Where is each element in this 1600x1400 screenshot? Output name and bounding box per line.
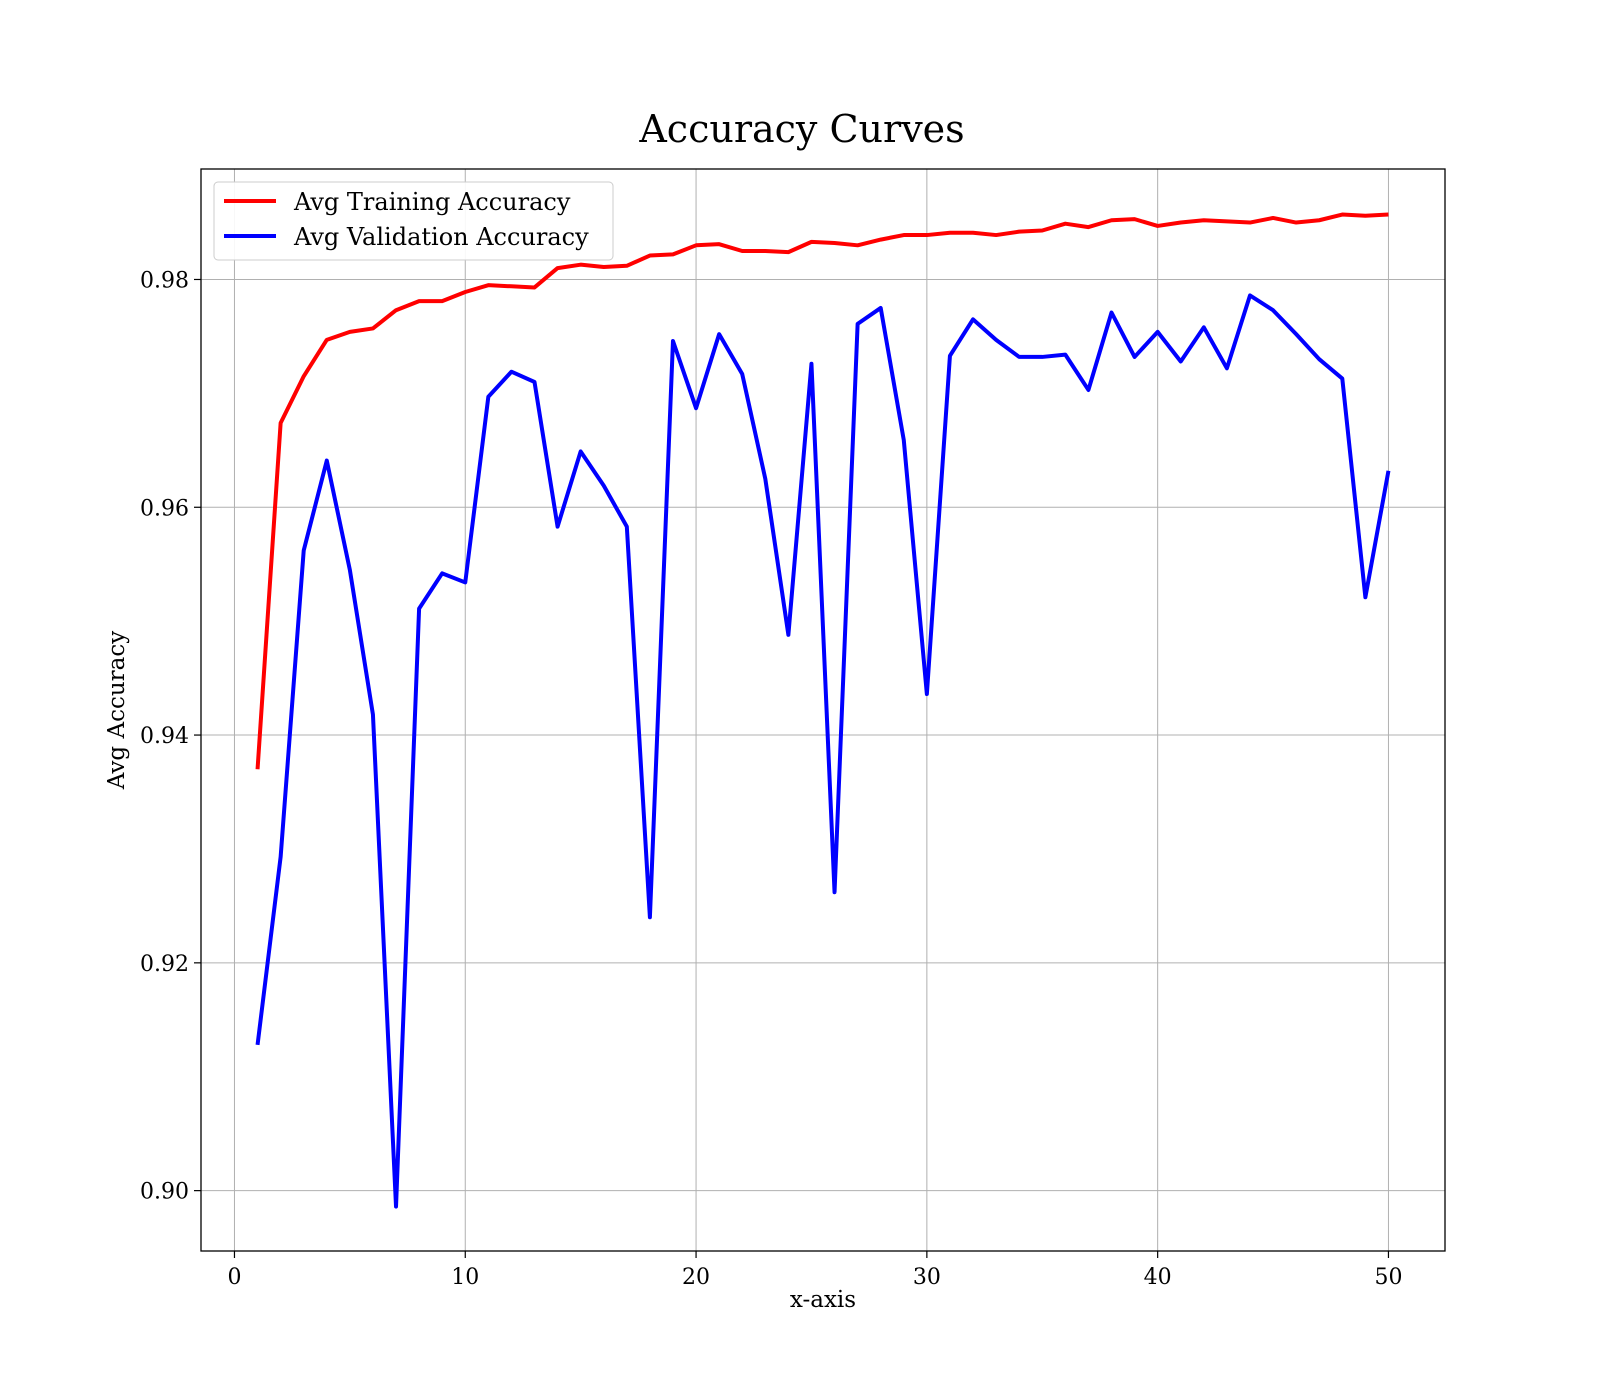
y-tick-label: 0.92 (140, 952, 189, 977)
x-tick-label: 10 (451, 1265, 479, 1290)
plot-area-frame (200, 168, 1446, 1252)
legend: Avg Training Accuracy Avg Validation Acc… (213, 181, 614, 261)
legend-label-training: Avg Training Accuracy (293, 188, 571, 216)
training-accuracy-line (255, 212, 1389, 770)
y-tick-label: 0.94 (140, 724, 189, 749)
x-axis-label: x-axis (790, 1287, 856, 1313)
y-tick-label: 0.96 (140, 496, 189, 521)
x-tick-label: 20 (682, 1265, 710, 1290)
x-tick-label: 0 (227, 1265, 241, 1290)
validation-accuracy-line (255, 293, 1391, 1209)
grid (201, 169, 1445, 1251)
chart-title: Accuracy Curves (638, 107, 964, 151)
axis-ticks: 0 10 20 30 40 50 0.90 0.92 0.94 0.96 0.98 (140, 268, 1402, 1290)
legend-label-validation: Avg Validation Accuracy (293, 223, 589, 251)
y-tick-label: 0.90 (140, 1180, 189, 1205)
x-tick-label: 30 (913, 1265, 941, 1290)
legend-box (213, 181, 614, 261)
y-tick-label: 0.98 (140, 268, 189, 293)
series-lines (255, 212, 1391, 1209)
y-axis-label: Avg Accuracy (104, 631, 130, 790)
x-tick-label: 40 (1144, 1265, 1172, 1290)
x-tick-label: 50 (1374, 1265, 1402, 1290)
